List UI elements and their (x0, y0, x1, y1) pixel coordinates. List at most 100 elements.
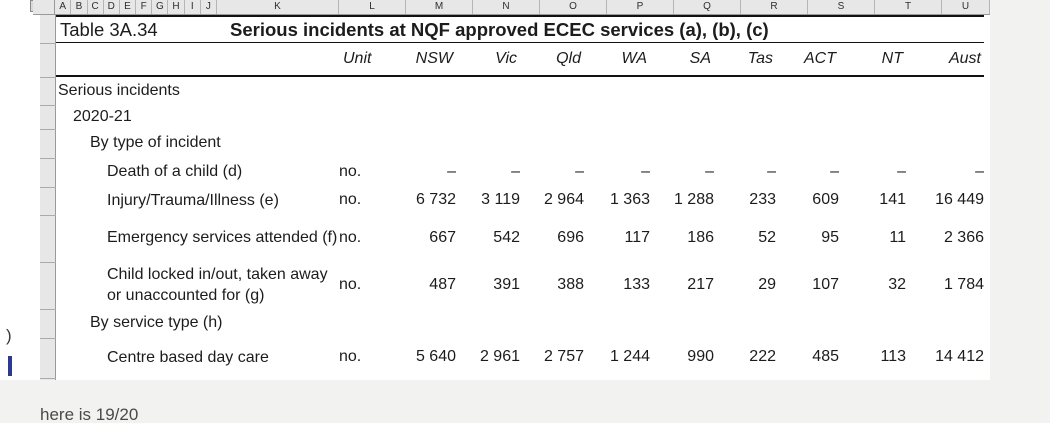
value-cell[interactable] (650, 308, 714, 337)
value-cell[interactable]: 222 (749, 348, 776, 365)
value-cell[interactable]: 542 (493, 228, 520, 246)
value-cell[interactable] (399, 76, 456, 104)
value-cell[interactable] (650, 76, 714, 104)
value-cell[interactable]: 113 (880, 348, 906, 365)
value-cell[interactable]: 11 (889, 228, 906, 246)
value-cell[interactable]: – (897, 162, 906, 180)
value-cell[interactable]: 1 244 (609, 348, 650, 365)
column-header-unit[interactable]: Unit (339, 43, 399, 77)
column-header-G[interactable]: G (152, 0, 169, 14)
unit-cell[interactable]: no. (339, 275, 362, 293)
value-cell[interactable] (520, 308, 584, 337)
value-cell[interactable] (714, 308, 776, 337)
value-cell[interactable] (906, 128, 984, 157)
column-header-U[interactable]: U (942, 0, 990, 14)
value-cell[interactable] (776, 308, 839, 337)
value-cell[interactable]: 6 732 (415, 191, 456, 208)
value-cell[interactable] (714, 76, 776, 104)
value-cell[interactable]: 487 (429, 275, 456, 293)
column-header-L[interactable]: L (339, 0, 406, 14)
value-cell[interactable] (520, 104, 584, 128)
value-cell[interactable]: 696 (557, 228, 584, 246)
unit-cell[interactable] (339, 128, 399, 157)
value-cell[interactable]: 391 (493, 275, 520, 293)
row-label-cell[interactable]: Emergency services attended (f) (56, 214, 339, 261)
value-cell[interactable] (776, 104, 839, 128)
value-cell[interactable]: 2 757 (543, 348, 584, 365)
value-cell[interactable]: 609 (812, 191, 839, 208)
value-cell[interactable] (839, 76, 906, 104)
row-label-cell[interactable]: Child locked in/out, taken away or unacc… (56, 261, 339, 308)
column-header-S[interactable]: S (808, 0, 875, 14)
value-cell[interactable]: 1 784 (943, 275, 984, 293)
value-cell[interactable]: 52 (758, 228, 776, 246)
value-cell[interactable]: 16 449 (935, 191, 984, 208)
unit-cell[interactable]: no. (339, 191, 362, 208)
value-cell[interactable]: 5 640 (415, 348, 456, 365)
value-cell[interactable]: 990 (687, 348, 714, 365)
unit-cell[interactable]: no. (339, 162, 362, 180)
value-cell[interactable] (776, 128, 839, 157)
row-label-cell[interactable]: Injury/Trauma/Illness (e) (56, 186, 339, 214)
value-cell[interactable]: 29 (758, 275, 776, 293)
label-column-header[interactable] (56, 43, 339, 77)
value-cell[interactable]: 388 (557, 275, 584, 293)
value-cell[interactable] (584, 308, 650, 337)
value-cell[interactable] (714, 128, 776, 157)
value-cell[interactable] (714, 104, 776, 128)
value-cell[interactable] (839, 128, 906, 157)
column-header-B[interactable]: B (71, 0, 88, 14)
column-header-nt[interactable]: NT (839, 43, 906, 77)
value-cell[interactable] (650, 104, 714, 128)
value-cell[interactable] (650, 128, 714, 157)
column-header-act[interactable]: ACT (776, 43, 839, 77)
unit-cell[interactable]: no. (339, 228, 362, 246)
value-cell[interactable] (456, 128, 520, 157)
column-header-tas[interactable]: Tas (714, 43, 776, 77)
column-header-H[interactable]: H (168, 0, 185, 14)
unit-cell[interactable] (339, 76, 399, 104)
value-cell[interactable]: 107 (812, 275, 839, 293)
value-cell[interactable]: 95 (821, 228, 839, 246)
value-cell[interactable]: 1 288 (673, 191, 714, 208)
value-cell[interactable]: 1 363 (609, 191, 650, 208)
value-cell[interactable]: 141 (879, 191, 906, 208)
value-cell[interactable] (399, 104, 456, 128)
value-cell[interactable]: – (975, 162, 984, 180)
row-label-cell[interactable]: Centre based day care (56, 337, 339, 377)
row-label-cell[interactable]: By type of incident (56, 128, 339, 157)
column-header-A[interactable]: A (55, 0, 72, 14)
column-header-aust[interactable]: Aust (906, 43, 984, 77)
value-cell[interactable]: 186 (687, 228, 714, 246)
value-cell[interactable] (584, 128, 650, 157)
value-cell[interactable]: 32 (888, 275, 906, 293)
column-header-J[interactable]: J (201, 0, 217, 14)
row-label-cell[interactable]: Serious incidents (56, 76, 339, 104)
value-cell[interactable] (906, 76, 984, 104)
value-cell[interactable] (906, 104, 984, 128)
value-cell[interactable] (839, 104, 906, 128)
value-cell[interactable] (584, 104, 650, 128)
column-header-qld[interactable]: Qld (520, 43, 584, 77)
value-cell[interactable] (839, 308, 906, 337)
column-header-C[interactable]: C (88, 0, 104, 14)
value-cell[interactable]: 233 (749, 191, 776, 208)
column-header-T[interactable]: T (875, 0, 942, 14)
value-cell[interactable]: – (705, 162, 714, 180)
row-label-cell[interactable]: By service type (h) (56, 308, 339, 337)
value-cell[interactable]: 3 119 (481, 191, 520, 208)
unit-cell[interactable]: no. (339, 348, 362, 365)
value-cell[interactable]: – (447, 162, 456, 180)
value-cell[interactable] (520, 128, 584, 157)
column-header-F[interactable]: F (136, 0, 153, 14)
unit-cell[interactable] (339, 104, 399, 128)
column-header-R[interactable]: R (741, 0, 808, 14)
value-cell[interactable]: – (830, 162, 839, 180)
value-cell[interactable] (776, 76, 839, 104)
column-header-M[interactable]: M (406, 0, 473, 14)
value-cell[interactable]: 2 964 (543, 191, 584, 208)
column-header-N[interactable]: N (473, 0, 540, 14)
row-label-cell[interactable]: Death of a child (d) (56, 157, 339, 186)
value-cell[interactable] (584, 76, 650, 104)
column-header-E[interactable]: E (120, 0, 137, 14)
